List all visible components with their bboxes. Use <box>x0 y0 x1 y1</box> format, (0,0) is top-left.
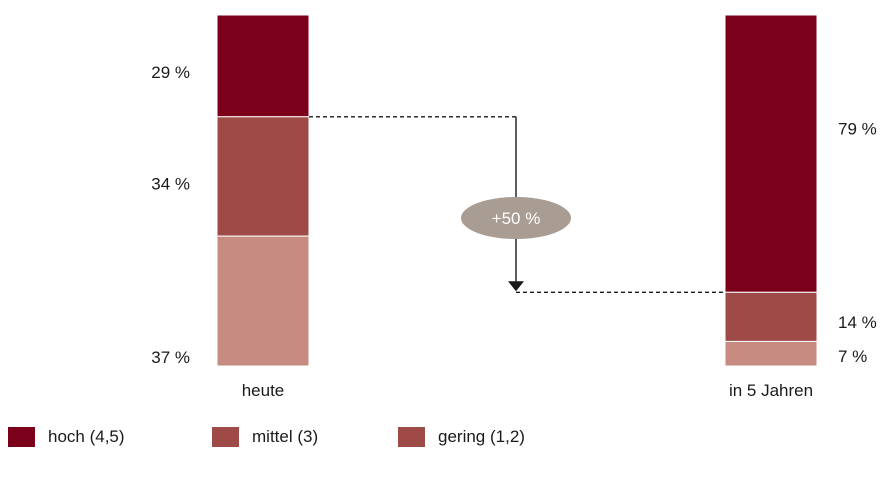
growth-badge-label: +50 % <box>492 209 541 228</box>
bar-heute-gering-1-2 <box>217 236 309 366</box>
bars-layer <box>217 15 817 366</box>
category-label-heute: heute <box>242 381 285 400</box>
legend-label-gering: gering (1,2) <box>438 427 525 447</box>
bar-heute-hoch-4-5 <box>217 15 309 117</box>
legend-item-mittel: mittel (3) <box>212 427 318 447</box>
bar-in-5-jahren-gering-1-2 <box>725 341 817 366</box>
value-label-in-5-jahren-hoch-4-5: 79 % <box>838 120 877 139</box>
value-label-in-5-jahren-gering-1-2: 7 % <box>838 347 867 366</box>
legend-swatch-gering <box>398 427 425 447</box>
stacked-bar-chart: +50 % 29 % 34 % 37 % heute 79 % 14 % 7 % in 5 J… <box>0 0 891 420</box>
legend-label-mittel: mittel (3) <box>252 427 318 447</box>
value-label-in-5-jahren-mittel-3: 14 % <box>838 313 877 332</box>
value-label-heute-gering-1-2: 37 % <box>151 348 190 367</box>
value-label-heute-hoch-4-5: 29 % <box>151 63 190 82</box>
value-label-heute-mittel-3: 34 % <box>151 175 190 194</box>
bar-in-5-jahren-mittel-3 <box>725 292 817 341</box>
category-label-in-5-jahren: in 5 Jahren <box>729 381 813 400</box>
legend-label-hoch: hoch (4,5) <box>48 427 125 447</box>
legend-swatch-hoch <box>8 427 35 447</box>
arrow-head-icon <box>508 281 524 291</box>
legend-item-hoch: hoch (4,5) <box>8 427 125 447</box>
annotation-layer: +50 % <box>309 117 725 293</box>
bar-heute-mittel-3 <box>217 117 309 236</box>
bar-in-5-jahren-hoch-4-5 <box>725 15 817 292</box>
legend-item-gering: gering (1,2) <box>398 427 525 447</box>
legend-swatch-mittel <box>212 427 239 447</box>
